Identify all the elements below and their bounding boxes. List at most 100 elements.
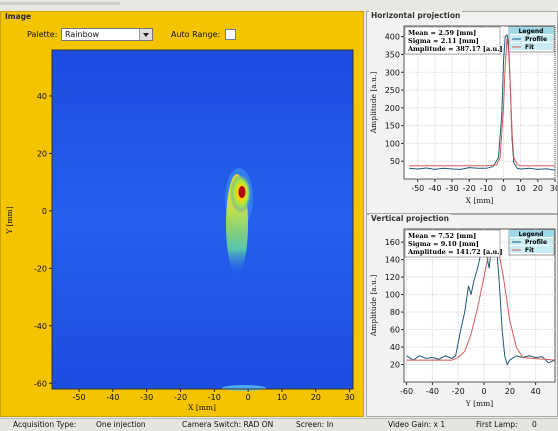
x-tick-label: -10 <box>480 184 493 193</box>
y-tick-label: 350 <box>385 50 400 59</box>
camera-switch-status: Camera Switch: RAD ON <box>182 420 274 429</box>
x-tick-label: -50 <box>411 184 424 193</box>
x-tick-label: 40 <box>531 387 541 396</box>
horizontal-projection-title: Horizontal projection <box>369 11 463 20</box>
image-x-tick-label: 20 <box>311 393 321 402</box>
vertical-projection-panel: Vertical projection 160 140 120 100 80 60 40 20… <box>366 214 558 417</box>
image-x-tick-label: -20 <box>174 393 187 402</box>
stats-box-frame <box>404 26 501 55</box>
x-tick-label: -40 <box>426 387 439 396</box>
y-tick-label: 200 <box>385 104 400 113</box>
screen-status: Screen: In <box>296 420 334 429</box>
x-tick-label: -20 <box>452 387 465 396</box>
image-y-axis-label: Y [mm] <box>5 206 14 234</box>
x-axis-label: Y [mm] <box>465 399 493 408</box>
x-tick-label: -60 <box>400 387 413 396</box>
x-tick-label: -20 <box>463 184 476 193</box>
legend-item-bg <box>510 246 553 253</box>
y-tick-label: 100 <box>385 291 400 300</box>
series-profile-line <box>409 33 556 171</box>
legend-item-bg <box>510 43 553 50</box>
image-y-tick-label: 20 <box>37 149 47 158</box>
image-y-tick-label: -60 <box>34 379 47 388</box>
y-axis-label: Amplitude [a.u.] <box>369 72 378 135</box>
first-lamp-label: First Lamp: <box>476 420 518 429</box>
acquisition-type-value: One injection <box>96 420 146 429</box>
x-tick-label: -40 <box>428 184 441 193</box>
legend-title: Legend <box>519 28 544 35</box>
image-y-tick-label: -40 <box>34 322 47 331</box>
legend-title: Legend <box>519 231 544 238</box>
image-x-tick-label: 30 <box>345 393 355 402</box>
status-bar: Acquisition Type: One injection Camera S… <box>0 418 558 431</box>
y-tick-label: 400 <box>385 33 400 42</box>
y-tick-label: 60 <box>390 326 400 335</box>
x-tick-label: 0 <box>481 387 486 396</box>
stats-amplitude: Amplitude = 141.72 [a.u.] <box>407 248 503 256</box>
heatmap-background <box>52 50 353 389</box>
stats-box: Mean = 2.59 [mm]Sigma = 2.11 [mm]Amplitu… <box>404 26 503 55</box>
stats-mean: Mean = 7.52 [mm] <box>408 232 476 240</box>
image-x-ticks: -50 -40 -30 -20 -10 0 10 20 30 <box>73 389 355 402</box>
stats-box: Mean = 7.52 [mm]Sigma = 9.10 [mm]Amplitu… <box>404 229 503 258</box>
x-tick-label: -30 <box>446 184 459 193</box>
video-gain-status: Video Gain: x 1 <box>388 420 446 429</box>
legend-item-bg <box>510 35 553 42</box>
bottom-glow <box>222 385 266 391</box>
image-x-tick-label: 10 <box>277 393 287 402</box>
chevron-down-icon[interactable] <box>139 29 152 40</box>
image-x-tick-label: -10 <box>208 393 221 402</box>
x-tick-label: 0 <box>501 184 506 193</box>
image-y-ticks: 40 20 0 -20 -40 -60 <box>34 92 52 388</box>
legend-header <box>509 230 554 237</box>
legend-header <box>509 27 554 34</box>
title-strip-band <box>0 2 120 5</box>
auto-range-checkbox[interactable] <box>225 29 236 40</box>
auto-range-label: Auto Range: <box>171 30 221 39</box>
legend-item-fit: Fit <box>525 44 534 51</box>
y-tick-label: 80 <box>390 308 400 317</box>
horizontal-projection-chart: 400 350 300 250 200 150 100 50 -50 -40 -30 -20 -10 0 1… <box>369 25 557 205</box>
stats-sigma: Sigma = 2.11 [mm] <box>408 37 479 45</box>
y-tick-label: 100 <box>385 139 400 148</box>
image-panel-title: Image <box>3 12 34 21</box>
x-tick-label: 30 <box>550 184 557 193</box>
palette-select[interactable]: Rainbow <box>61 28 153 41</box>
beam-peak <box>238 186 246 198</box>
palette-value: Rainbow <box>65 30 100 39</box>
image-panel: Image Palette: Rainbow Auto Range: <box>0 11 364 417</box>
stats-sigma: Sigma = 9.10 [mm] <box>408 240 479 248</box>
palette-label: Palette: <box>27 30 58 39</box>
title-strip <box>0 0 558 11</box>
y-tick-label: 300 <box>385 68 400 77</box>
horizontal-projection-panel: Horizontal projection 400 350 300 250 200 150… <box>366 11 558 214</box>
stats-mean: Mean = 2.59 [mm] <box>408 29 476 37</box>
heatmap-frame <box>51 49 354 390</box>
legend-item-profile: Profile <box>525 36 547 43</box>
legend-item-fit: Fit <box>525 247 534 254</box>
image-y-tick-label: 0 <box>42 207 47 216</box>
image-x-tick-label: -50 <box>73 393 86 402</box>
x-tick-label: 20 <box>505 387 515 396</box>
y-tick-label: 120 <box>385 273 400 282</box>
first-lamp-value: 0 <box>532 420 537 429</box>
image-x-tick-label: -30 <box>140 393 153 402</box>
legend-item-profile: Profile <box>525 239 547 246</box>
stats-amplitude: Amplitude = 387.17 [a.u.] <box>407 45 503 53</box>
y-tick-label: 160 <box>385 238 400 247</box>
vertical-projection-chart: 160 140 120 100 80 60 40 20 -60 -40 -20 0 20 40 Y [mm]… <box>369 228 556 408</box>
y-tick-label: 40 <box>390 343 400 352</box>
stats-box-frame <box>404 229 501 258</box>
y-tick-label: 50 <box>390 157 400 166</box>
x-tick-label: 10 <box>516 184 526 193</box>
image-x-tick-label: 0 <box>246 393 251 402</box>
image-y-tick-label: 40 <box>37 92 47 101</box>
vertical-projection-title: Vertical projection <box>369 214 451 223</box>
x-axis-label: X [mm] <box>466 196 494 205</box>
legend-item-bg <box>510 238 553 245</box>
y-axis-label: Amplitude [a.u.] <box>369 275 378 338</box>
image-x-axis-label: X [mm] <box>188 403 216 412</box>
x-tick-label: 20 <box>533 184 543 193</box>
